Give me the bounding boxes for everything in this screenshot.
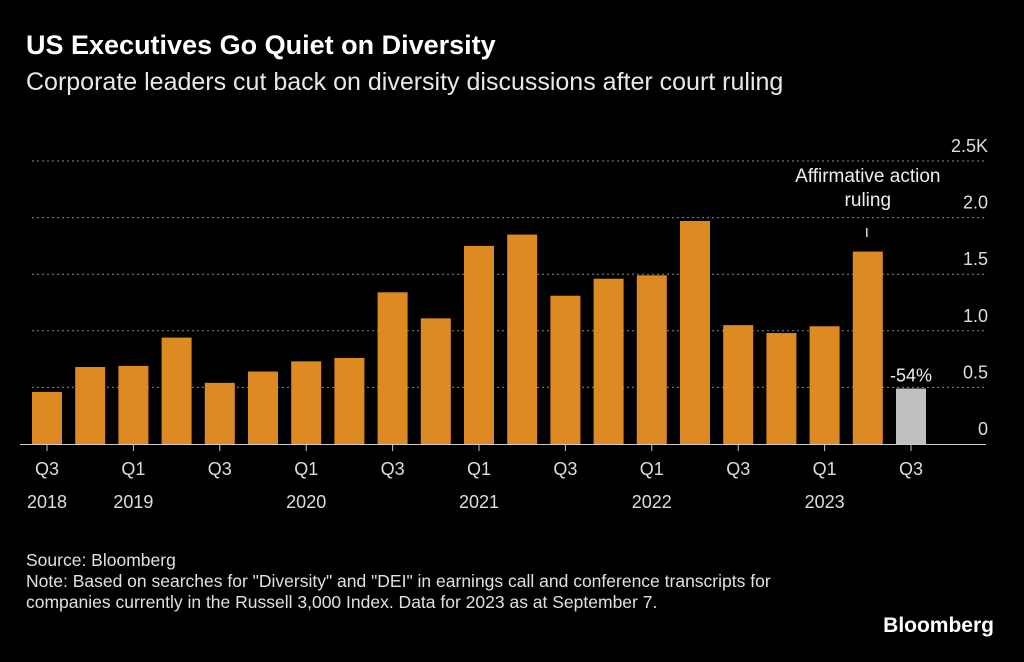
y-tick-label: 0.5: [963, 362, 988, 382]
bar-q3-2022: [723, 325, 754, 444]
bar-q4-2018: [75, 367, 106, 444]
bar-q1-2019: [118, 365, 149, 444]
x-year-label: 2021: [459, 492, 499, 512]
source-text: Source: Bloomberg: [26, 550, 176, 570]
bar-q3-2019: [204, 382, 235, 444]
x-year-label: 2018: [27, 492, 67, 512]
annotation-label: Affirmative action: [795, 166, 940, 187]
bar-q1-2022: [636, 275, 667, 444]
bar-q4-2022: [766, 333, 797, 444]
bar-q3-2020: [377, 292, 408, 444]
x-year-label: 2023: [805, 492, 845, 512]
bloomberg-logo: Bloomberg: [883, 614, 994, 637]
bar-q3-2023: [896, 388, 926, 444]
x-tick-label: Q3: [208, 459, 232, 479]
x-year-label: 2022: [632, 492, 672, 512]
bar-q1-2020: [291, 361, 322, 444]
y-tick-label: 0: [978, 419, 988, 439]
bar-q2-2021: [507, 234, 538, 444]
bar-q2-2022: [680, 220, 710, 444]
x-tick-label: Q3: [726, 459, 750, 479]
y-tick-label: 1.0: [963, 306, 988, 326]
bar-q3-2021: [550, 295, 581, 444]
x-tick-label: Q1: [640, 459, 664, 479]
chart-title: US Executives Go Quiet on Diversity: [26, 30, 496, 60]
x-tick-label: Q3: [553, 459, 577, 479]
y-tick-label: 1.5: [963, 249, 988, 269]
x-tick-label: Q1: [121, 459, 145, 479]
change-label: -54%: [890, 366, 932, 386]
bar-q2-2023: [852, 251, 883, 444]
annotation-label: ruling: [845, 190, 891, 211]
x-year-label: 2020: [286, 492, 326, 512]
bar-q3-2018: [32, 391, 62, 444]
bar-q4-2020: [420, 318, 451, 444]
bar-q1-2021: [464, 245, 494, 444]
x-year-label: 2019: [113, 492, 153, 512]
x-tick-label: Q3: [35, 459, 59, 479]
footnotes: Source: Bloomberg Note: Based on searche…: [26, 550, 846, 613]
y-tick-label: 2.0: [963, 193, 988, 213]
chart-subtitle: Corporate leaders cut back on diversity …: [26, 68, 784, 96]
bar-q2-2019: [161, 337, 192, 444]
x-tick-label: Q1: [294, 459, 318, 479]
bar-q2-2020: [334, 357, 365, 444]
bar-q4-2019: [248, 371, 278, 444]
x-tick-label: Q3: [899, 459, 923, 479]
x-tick-label: Q1: [467, 459, 491, 479]
bar-q1-2023: [809, 326, 840, 444]
note-text: Note: Based on searches for "Diversity" …: [26, 571, 771, 612]
x-tick-label: Q3: [381, 459, 405, 479]
x-tick-label: Q1: [813, 459, 837, 479]
bar-q4-2021: [593, 278, 624, 444]
y-tick-label: 2.5K: [951, 136, 988, 156]
